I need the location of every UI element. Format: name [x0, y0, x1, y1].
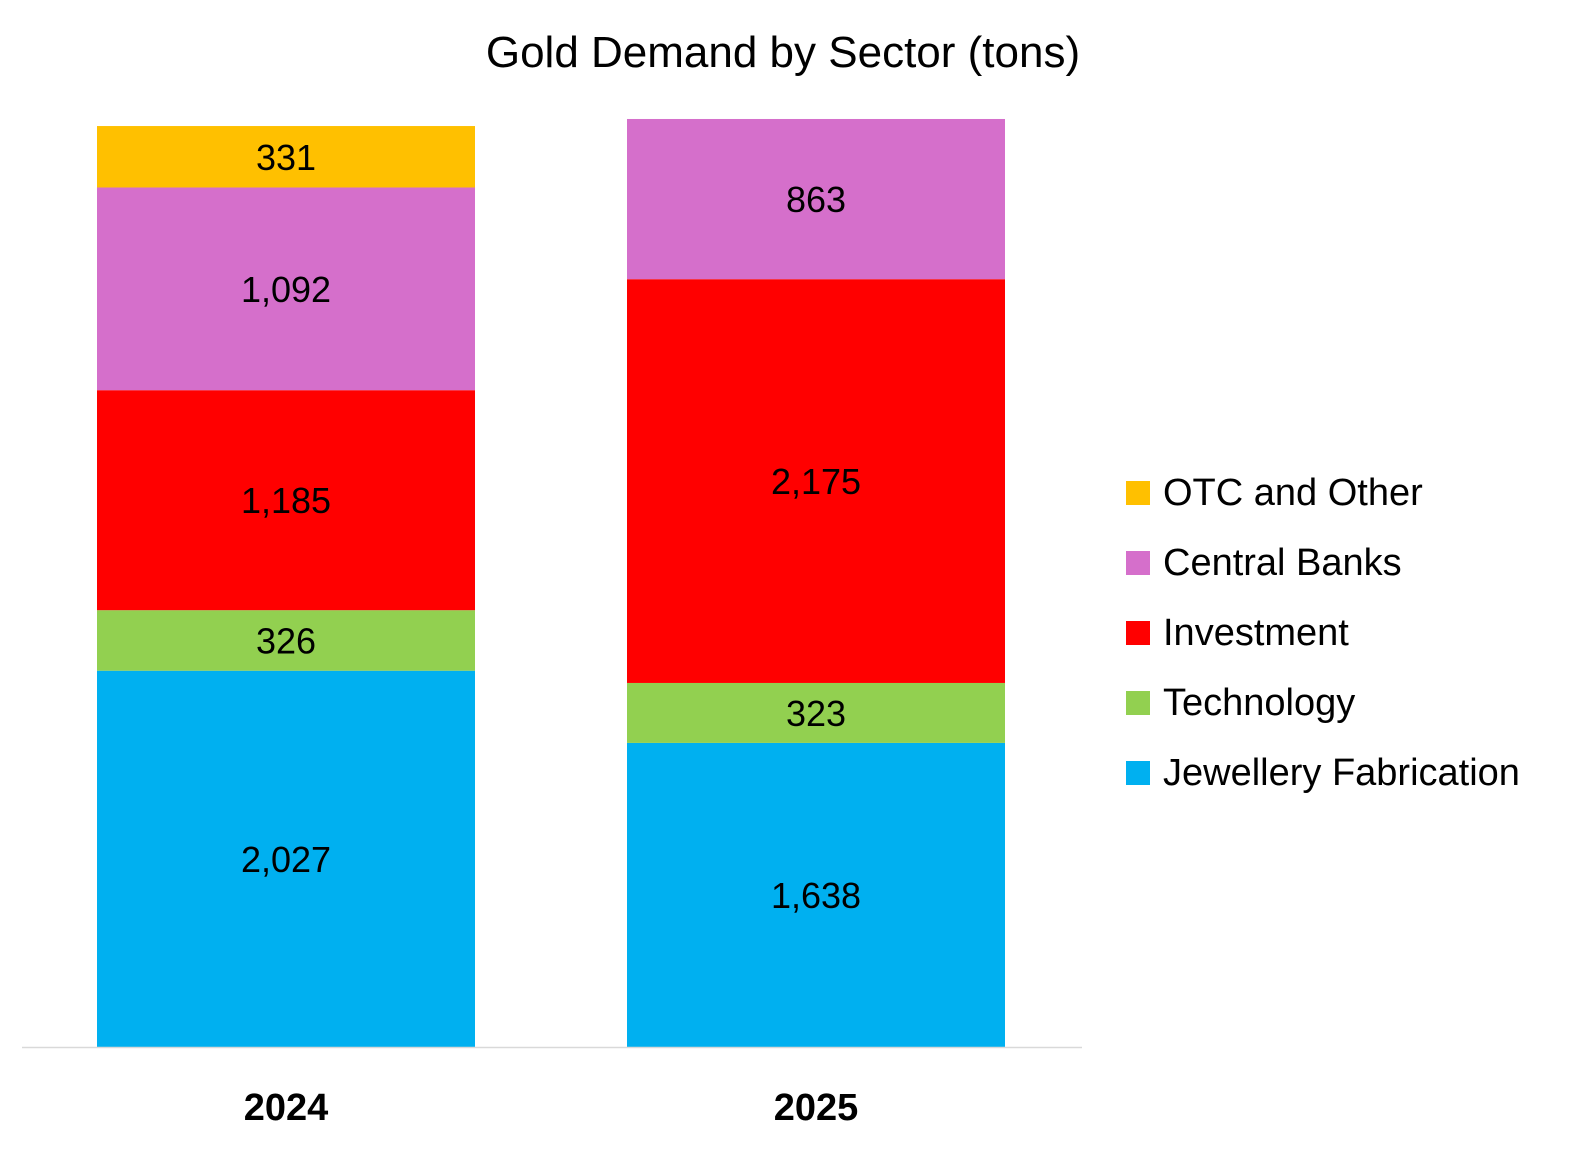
legend-label-jewellery-fabrication: Jewellery Fabrication: [1163, 751, 1520, 794]
bar-jewellery-fabrication-2024: [97, 670, 475, 1047]
chart-title: Gold Demand by Sector (tons): [485, 28, 1081, 77]
x-tick-label-2024: 2024: [244, 1087, 329, 1129]
bar-technology-2024: [97, 610, 475, 671]
legend-item-otc-and-other: OTC and Other: [1126, 458, 1520, 528]
bar-investment-2024: [97, 390, 475, 611]
legend-label-central-banks: Central Banks: [1163, 541, 1402, 584]
data-label-otc-and-other-2024: 331: [256, 137, 316, 178]
data-label-investment-2025: 2,175: [771, 461, 861, 502]
data-label-jewellery-fabrication-2025: 1,638: [771, 875, 861, 916]
bar-otc-and-other-2024: [97, 126, 475, 188]
legend-swatch-central-banks: [1126, 551, 1150, 575]
legend-label-investment: Investment: [1163, 611, 1349, 654]
bar-central-banks-2025: [627, 118, 1005, 280]
data-label-central-banks-2024: 1,092: [241, 269, 331, 310]
legend-item-jewellery-fabrication: Jewellery Fabrication: [1126, 738, 1520, 808]
data-label-technology-2025: 323: [786, 693, 846, 734]
legend-swatch-investment: [1126, 621, 1150, 645]
legend-label-otc-and-other: OTC and Other: [1163, 471, 1423, 514]
legend-swatch-jewellery-fabrication: [1126, 761, 1150, 785]
bar-jewellery-fabrication-2025: [627, 742, 1005, 1047]
legend: OTC and Other Central Banks Investment Tech…: [1126, 458, 1520, 808]
bar-investment-2025: [627, 279, 1005, 683]
bar-central-banks-2024: [97, 187, 475, 391]
legend-swatch-technology: [1126, 691, 1150, 715]
data-label-technology-2024: 326: [256, 620, 316, 661]
data-label-jewellery-fabrication-2024: 2,027: [241, 839, 331, 880]
data-label-investment-2024: 1,185: [241, 480, 331, 521]
legend-swatch-otc-and-other: [1126, 481, 1150, 505]
data-label-central-banks-2025: 863: [786, 179, 846, 220]
x-tick-label-2025: 2025: [774, 1087, 859, 1129]
bar-technology-2025: [627, 682, 1005, 743]
legend-item-technology: Technology: [1126, 668, 1520, 738]
legend-label-technology: Technology: [1163, 681, 1356, 724]
legend-item-central-banks: Central Banks: [1126, 528, 1520, 598]
legend-item-investment: Investment: [1126, 598, 1520, 668]
